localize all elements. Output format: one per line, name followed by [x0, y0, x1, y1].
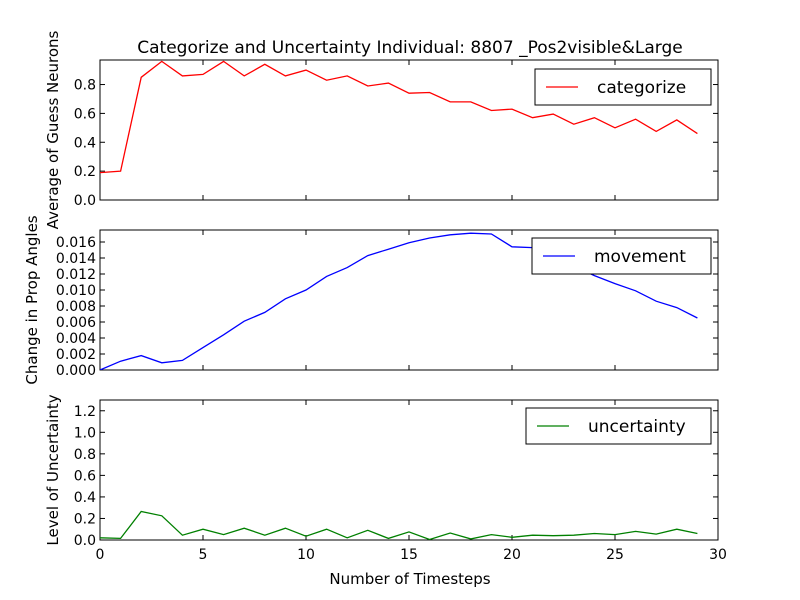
legend: uncertainty — [525, 407, 712, 445]
legend-label-movement: movement — [594, 247, 686, 267]
y-tick-label: 0.012 — [56, 267, 96, 283]
y-tick-label: 0.004 — [56, 331, 96, 347]
y-tick-label: 1.2 — [74, 404, 96, 420]
panel-movement: 0.0000.0020.0040.0060.0080.0100.0120.014… — [23, 215, 719, 385]
x-tick-label: 25 — [606, 547, 624, 563]
y-tick-label: 0.6 — [74, 468, 96, 484]
x-tick-label: 30 — [709, 547, 727, 563]
y-axis-label: Level of Uncertainty — [44, 394, 62, 545]
panel-uncertainty: 0.0 0.2 0.4 0.6 0.8 1.0 1.2 0 5 10 15 20 25 30 uncer… — [44, 394, 727, 588]
y-axis-label: Change in Prop Angles — [23, 215, 41, 384]
x-axis-ticks — [99, 230, 719, 370]
y-tick-label: 0.4 — [74, 135, 96, 151]
y-tick-label: 0.4 — [74, 490, 96, 506]
chart-title: Categorize and Uncertainty Individual: 8… — [137, 38, 682, 58]
categorize-line — [100, 60, 698, 174]
y-tick-label: 0.006 — [56, 315, 96, 331]
y-tick-label: 0.002 — [56, 347, 96, 363]
legend-box — [534, 68, 712, 106]
y-tick-label: 0.2 — [74, 511, 96, 527]
y-tick-label: 0.016 — [56, 235, 96, 251]
y-tick-label: 0.8 — [74, 78, 96, 94]
y-tick-label: 0.008 — [56, 299, 96, 315]
y-tick-label: 0.000 — [56, 363, 96, 379]
legend-label-uncertainty: uncertainty — [588, 417, 686, 437]
x-axis-ticks: 0 5 10 15 20 25 30 — [96, 400, 727, 563]
y-tick-label: 0.0 — [74, 533, 96, 549]
x-tick-label: 15 — [400, 547, 418, 563]
panel-categorize: 0.0 0.2 0.4 0.6 0.8 categorize Average of Gu… — [44, 30, 719, 229]
y-tick-label: 0.0 — [74, 193, 96, 209]
legend-label-categorize: categorize — [597, 78, 686, 98]
y-axis-ticks: 0.0 0.2 0.4 0.6 0.8 1.0 1.2 — [74, 404, 718, 549]
y-axis-ticks: 0.0 0.2 0.4 0.6 0.8 — [74, 78, 718, 209]
x-axis-label: Number of Timesteps — [329, 570, 490, 588]
x-tick-label: 20 — [503, 547, 521, 563]
y-tick-label: 0.010 — [56, 283, 96, 299]
y-tick-label: 0.8 — [74, 447, 96, 463]
x-tick-label: 10 — [297, 547, 315, 563]
x-axis-ticks — [99, 60, 719, 200]
y-axis-ticks: 0.0000.0020.0040.0060.0080.0100.0120.014… — [56, 235, 718, 379]
y-tick-label: 0.6 — [74, 106, 96, 122]
y-tick-label: 0.2 — [74, 164, 96, 180]
legend: movement — [531, 237, 712, 275]
x-tick-label: 5 — [199, 547, 208, 563]
movement-line — [100, 232, 698, 370]
uncertainty-line — [100, 510, 698, 540]
y-axis-label: Average of Guess Neurons — [44, 30, 62, 229]
x-tick-label: 0 — [96, 547, 105, 563]
y-tick-label: 1.0 — [74, 425, 96, 441]
y-tick-label: 0.014 — [56, 251, 96, 267]
legend: categorize — [534, 68, 712, 106]
